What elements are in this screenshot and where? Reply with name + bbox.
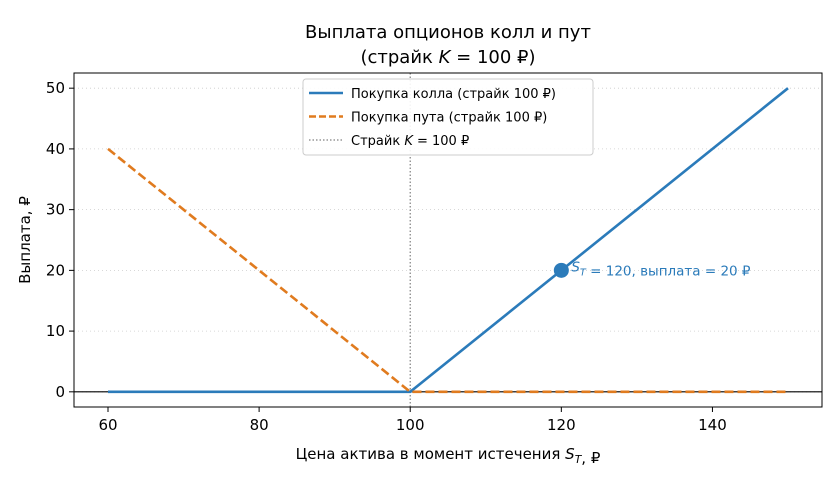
y-tick-label: 10 bbox=[46, 322, 65, 340]
x-tick-label: 60 bbox=[98, 416, 117, 434]
plot-frame bbox=[73, 72, 823, 408]
point-annotation: ST = 120, выплата = 20 ₽ bbox=[571, 259, 751, 279]
x-tick-label: 140 bbox=[698, 416, 727, 434]
call-payoff-line bbox=[108, 87, 789, 394]
y-axis-label: Выплата, ₽ bbox=[16, 196, 34, 284]
x-tick-label: 80 bbox=[250, 416, 269, 434]
legend-item-call-label: Покупка колла (страйк 100 ₽) bbox=[351, 87, 556, 102]
y-tick-label: 0 bbox=[55, 383, 65, 401]
y-tick-label: 40 bbox=[46, 140, 65, 158]
y-tick-label: 20 bbox=[46, 261, 65, 279]
chart-text: Выплата опционов колл и пут (страйк K = 1… bbox=[16, 22, 601, 467]
x-tick-label: 120 bbox=[547, 416, 576, 434]
x-tick-label: 100 bbox=[396, 416, 425, 434]
put-payoff-line bbox=[107, 147, 788, 394]
legend-item-put-label: Покупка пута (страйк 100 ₽) bbox=[351, 111, 547, 126]
y-tick-label: 50 bbox=[46, 79, 65, 97]
annotations: ST = 120, выплата = 20 ₽ bbox=[553, 259, 751, 279]
legend: Покупка колла (страйк 100 ₽) Покупка пута… bbox=[302, 78, 594, 156]
legend-box bbox=[302, 78, 594, 156]
legend-item-strike-label: Страйк K = 100 ₽ bbox=[351, 134, 469, 149]
series-lines bbox=[107, 87, 789, 394]
y-tick-label: 30 bbox=[46, 201, 65, 219]
chart-subtitle: (страйк K = 100 ₽) bbox=[360, 47, 535, 68]
axis-ticks: 0 10 20 30 40 50 60 80 100 120 140 bbox=[46, 79, 727, 434]
x-axis-label: Цена актива в момент истечения ST, ₽ bbox=[296, 445, 601, 467]
chart-title: Выплата опционов колл и пут bbox=[305, 22, 591, 43]
highlight-point bbox=[553, 262, 569, 278]
